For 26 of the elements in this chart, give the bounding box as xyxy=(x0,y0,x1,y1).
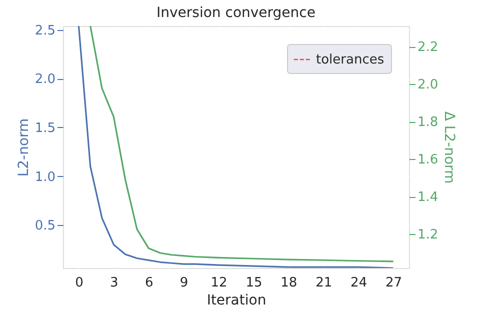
x-tick-label: 24 xyxy=(350,276,368,290)
x-tick-label: 6 xyxy=(144,276,154,290)
x-tick-label: 18 xyxy=(280,276,298,290)
x-tick-label: 0 xyxy=(75,276,84,290)
x-tick-label: 15 xyxy=(246,276,262,290)
y-tick-label: 2.5 xyxy=(34,23,56,38)
x-tick-label: 12 xyxy=(210,276,228,290)
y-tick-label: 2.0 xyxy=(34,72,56,88)
x-tick-label: 3 xyxy=(110,276,118,290)
y-tick-label: 0.5 xyxy=(34,218,56,234)
x-tick-label: 27 xyxy=(386,276,402,290)
y-axis-title: L2-norm xyxy=(16,118,32,177)
y2-tick-label: 1.6 xyxy=(418,152,438,168)
y2-tick-label: 2.2 xyxy=(418,40,438,56)
y2-tick-label: 1.8 xyxy=(418,115,438,130)
y2-tick-label: 1.2 xyxy=(418,228,438,243)
x-tick-label: 21 xyxy=(316,276,332,290)
chart-title: Inversion convergence xyxy=(156,4,316,21)
y2-axis-title: Δ L2-norm xyxy=(441,111,458,184)
y2-tick-label: 2.0 xyxy=(418,78,438,93)
x-tick-label: 9 xyxy=(180,276,188,290)
y-tick-label: 1.0 xyxy=(34,170,56,185)
legend-label: tolerances xyxy=(316,52,384,68)
x-axis-title: Iteration xyxy=(206,292,266,308)
y2-tick-label: 1.4 xyxy=(418,190,438,206)
y-tick-label: 1.5 xyxy=(34,120,56,136)
